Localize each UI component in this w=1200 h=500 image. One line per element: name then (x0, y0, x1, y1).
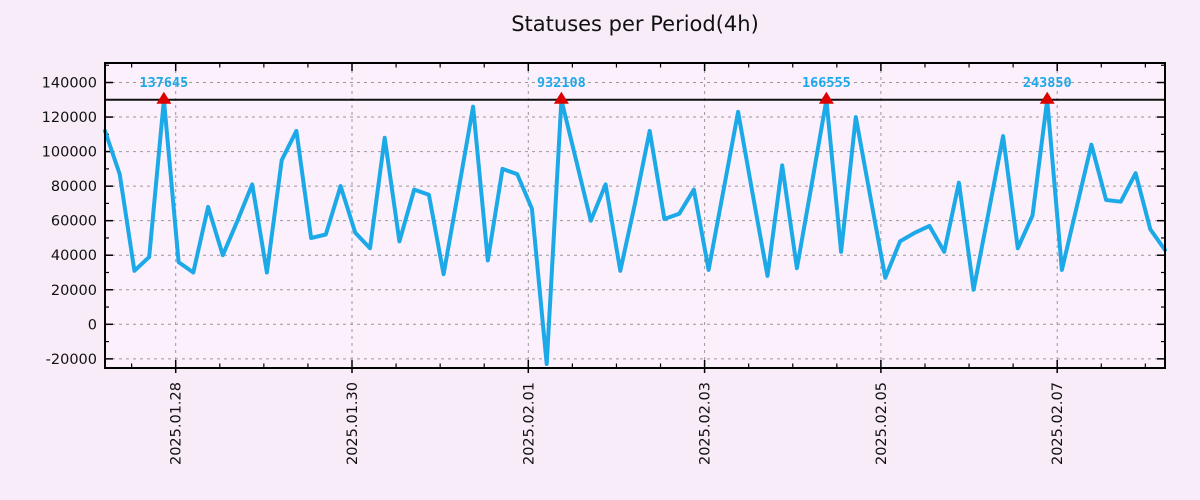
y-tick-label: 60000 (51, 214, 97, 230)
peak-marker-icon (818, 91, 834, 104)
y-tick-label: 20000 (51, 283, 97, 299)
chart-title: Statuses per Period(4h) (511, 12, 759, 36)
peak-marker-icon (1039, 91, 1055, 104)
series-line (103, 97, 1167, 366)
peak-value-label: 166555 (802, 75, 851, 91)
y-tick-label: -20000 (46, 352, 97, 368)
y-tick-label: 100000 (42, 145, 97, 161)
x-tick-label: 2025.02.03 (698, 382, 714, 465)
y-tick-label: 80000 (51, 179, 97, 195)
x-tick-label: 2025.01.28 (169, 382, 185, 465)
plot-background (105, 63, 1165, 368)
y-tick-label: 40000 (51, 248, 97, 264)
x-tick-label: 2025.01.30 (345, 382, 361, 465)
x-tick-label: 2025.02.07 (1050, 382, 1066, 465)
y-tick-label: 140000 (42, 76, 97, 92)
plot-frame (104, 62, 1166, 369)
peak-marker-icon (553, 91, 569, 104)
x-tick-label: 2025.02.05 (874, 382, 890, 465)
peak-value-label: 243850 (1023, 75, 1072, 91)
peak-value-label: 137645 (139, 75, 188, 91)
y-tick-label: 0 (88, 317, 97, 333)
x-tick-label: 2025.02.01 (521, 382, 537, 465)
peak-value-label: 932108 (537, 75, 586, 91)
peak-marker-icon (156, 91, 172, 104)
y-tick-label: 120000 (42, 110, 97, 126)
